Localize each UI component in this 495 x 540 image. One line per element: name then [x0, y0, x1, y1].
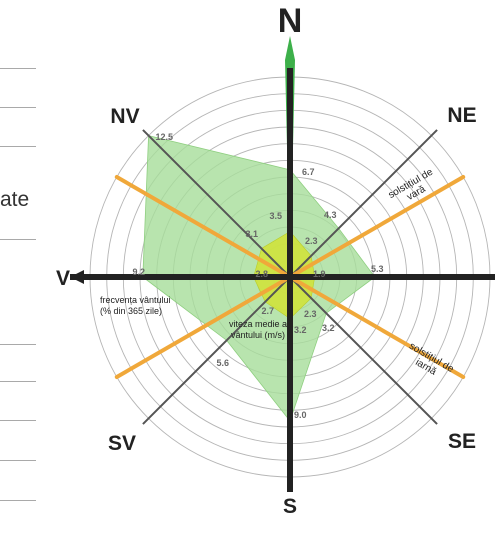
axis-line-se: [289, 276, 438, 425]
frequency-caption: (% din 365 zile): [100, 306, 162, 316]
frequency-caption: frecvența vântului: [100, 295, 171, 305]
frequency-value-se: 3.2: [322, 323, 335, 333]
frequency-value-n: 6.7: [302, 167, 315, 177]
left-text-fragment: ate: [0, 188, 30, 211]
frequency-value-sv: 5.6: [216, 358, 229, 368]
direction-label-se: SE: [448, 430, 476, 453]
arrow-v-icon: [70, 270, 84, 284]
direction-label-v: V: [56, 267, 70, 290]
speed-value-sv: 2.7: [261, 306, 274, 316]
left-rule: [0, 460, 36, 461]
left-rule: [0, 381, 36, 382]
speed-value-e: 1.9: [313, 269, 326, 279]
axis-line-sv: [142, 276, 291, 425]
frequency-value-v: 9.2: [132, 267, 145, 277]
left-rule: [0, 68, 36, 69]
left-rule: [0, 146, 36, 147]
frequency-value-nv: 12.5: [155, 132, 173, 142]
frequency-value-s: 9.0: [294, 410, 307, 420]
speed-caption: vântului (m/s): [231, 330, 285, 340]
speed-value-nv: 3.1: [245, 229, 258, 239]
axis-line-nv: [142, 129, 291, 278]
direction-label-ne: NE: [447, 104, 476, 127]
direction-label-s: S: [283, 495, 297, 518]
speed-value-ne: 2.3: [305, 236, 318, 246]
speed-caption: viteza medie a: [229, 319, 287, 329]
speed-value-se: 2.3: [304, 309, 317, 319]
direction-label-sv: SV: [108, 432, 136, 455]
frequency-value-ne: 4.3: [324, 210, 337, 220]
left-rule: [0, 107, 36, 108]
axis-line-ne: [289, 129, 438, 278]
speed-value-v: 2.8: [255, 269, 268, 279]
left-rule: [0, 500, 36, 501]
speed-value-n: 3.5: [269, 211, 282, 221]
direction-label-nv: NV: [110, 105, 139, 128]
left-rule: [0, 239, 36, 240]
direction-label-n: N: [278, 2, 303, 40]
left-rule: [0, 420, 36, 421]
speed-value-s: 3.2: [294, 325, 307, 335]
left-rule: [0, 344, 36, 345]
frequency-value-e: 5.3: [371, 264, 384, 274]
